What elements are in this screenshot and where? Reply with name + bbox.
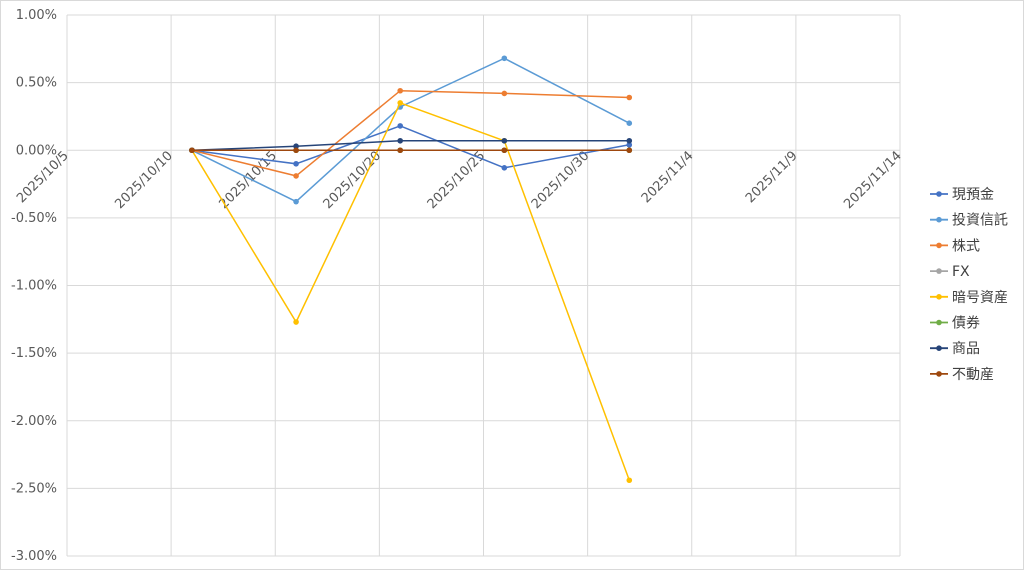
y-tick-label: -1.00%: [11, 279, 57, 294]
x-tick-label: 2025/11/9: [743, 148, 801, 206]
data-point: [626, 142, 633, 148]
data-point: [293, 319, 299, 325]
y-tick-label: -2.50%: [11, 481, 57, 496]
data-point: [501, 90, 508, 97]
y-tick-label: 1.00%: [16, 8, 57, 23]
data-point: [397, 87, 404, 94]
data-point: [626, 147, 633, 154]
legend-marker: [936, 294, 942, 300]
data-point: [293, 160, 299, 167]
data-point: [397, 123, 404, 129]
y-tick-label: 0.00%: [16, 143, 57, 158]
legend-label: 債券: [952, 316, 980, 332]
legend-marker: [936, 345, 942, 352]
x-tick-label: 2025/11/14: [841, 148, 905, 212]
data-point: [293, 147, 299, 154]
legend-label: 暗号資産: [952, 290, 1008, 306]
legend-marker: [936, 191, 942, 197]
y-tick-label: 0.50%: [16, 76, 57, 91]
legend-label: 投資信託: [952, 213, 1008, 229]
legend-label: 株式: [952, 238, 980, 254]
y-tick-label: -2.00%: [11, 414, 57, 429]
data-point: [626, 477, 633, 484]
data-point: [397, 147, 404, 154]
legend-label: 商品: [952, 341, 980, 357]
data-point: [189, 147, 195, 154]
data-point: [501, 147, 508, 154]
x-tick-label: 2025/11/4: [639, 148, 697, 206]
data-point: [293, 173, 299, 179]
legend-marker: [936, 319, 942, 326]
legend-label: FX: [952, 264, 970, 280]
data-point: [501, 165, 508, 171]
y-tick-label: -1.50%: [11, 346, 57, 361]
legend-label: 現預金: [952, 187, 994, 203]
x-tick-label: 2025/10/10: [112, 148, 176, 212]
y-tick-label: -0.50%: [11, 211, 57, 226]
data-point: [293, 143, 299, 149]
data-point: [626, 120, 633, 126]
legend-label: 不動産: [952, 367, 994, 383]
data-point: [397, 137, 404, 144]
legend-marker: [936, 216, 942, 223]
data-point: [626, 137, 633, 144]
legend-marker: [936, 242, 942, 249]
data-point: [626, 94, 633, 101]
series-line: [191, 140, 630, 152]
legend-marker: [936, 268, 942, 274]
legend-marker: [936, 371, 942, 377]
data-point: [501, 137, 508, 144]
data-point: [293, 198, 299, 205]
data-point: [501, 55, 508, 62]
data-point: [397, 100, 404, 106]
y-tick-label: -3.00%: [11, 549, 57, 564]
